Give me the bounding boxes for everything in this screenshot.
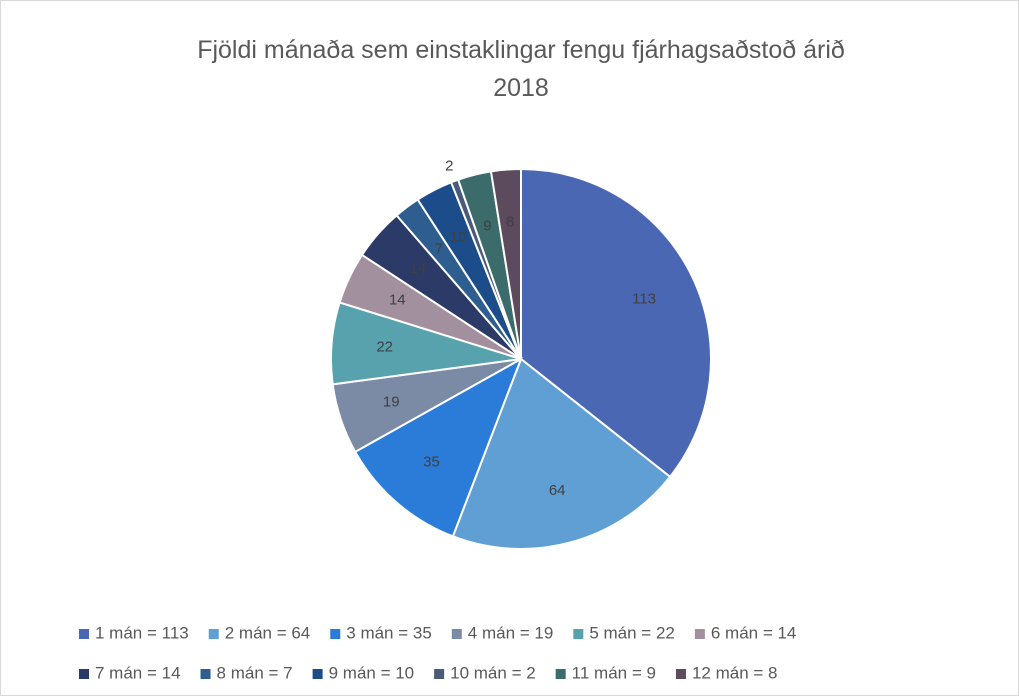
legend-swatch <box>573 629 584 639</box>
chart-title: Fjöldi mánaða sem einstaklingar fengu fj… <box>197 36 845 102</box>
legend-swatch <box>555 669 566 679</box>
pie-slice <box>520 167 712 479</box>
pie-slice <box>451 357 672 550</box>
legend-label: 11 mán = 9 <box>572 663 656 682</box>
pie-slice <box>353 356 523 538</box>
legend-swatch <box>312 669 323 679</box>
legend-label: 5 mán = 22 <box>589 623 675 642</box>
legend-swatch <box>694 629 705 639</box>
data-label: 8 <box>506 214 514 231</box>
legend-label: 10 mán = 2 <box>450 663 536 682</box>
data-label: 113 <box>632 290 656 307</box>
data-label: 14 <box>410 260 427 277</box>
legend-swatch <box>200 669 211 679</box>
pie-slice <box>489 167 522 360</box>
data-label: 35 <box>423 453 440 470</box>
legend-swatch <box>79 669 89 679</box>
data-label: 64 <box>549 482 566 499</box>
data-label: 10 <box>450 228 467 245</box>
legend-swatch <box>79 629 89 639</box>
legend-label: 3 mán = 35 <box>346 623 432 642</box>
data-label: 9 <box>483 217 491 234</box>
legend-swatch <box>451 629 462 639</box>
legend-swatch <box>208 629 219 639</box>
legend-label: 2 mán = 64 <box>225 623 311 642</box>
data-label: 14 <box>389 292 406 309</box>
data-label: 22 <box>376 338 393 355</box>
data-label: 7 <box>435 241 443 258</box>
legend-swatch <box>434 669 445 679</box>
legend-label: 6 mán = 14 <box>711 623 797 642</box>
legend-label: 1 mán = 113 <box>95 623 189 642</box>
legend-label: 8 mán = 7 <box>217 663 293 682</box>
data-label: 19 <box>383 393 400 410</box>
legend-label: 9 mán = 10 <box>329 663 415 682</box>
legend-label: 4 mán = 19 <box>468 623 554 642</box>
legend-label: 12 mán = 8 <box>692 663 778 682</box>
data-label: 2 <box>445 158 453 175</box>
legend: 1 mán = 113 2 mán = 64 3 mán = 35 4 mán = 1… <box>79 623 796 682</box>
legend-swatch <box>330 629 341 639</box>
legend-swatch <box>675 669 686 679</box>
legend-label: 7 mán = 14 <box>95 663 181 682</box>
